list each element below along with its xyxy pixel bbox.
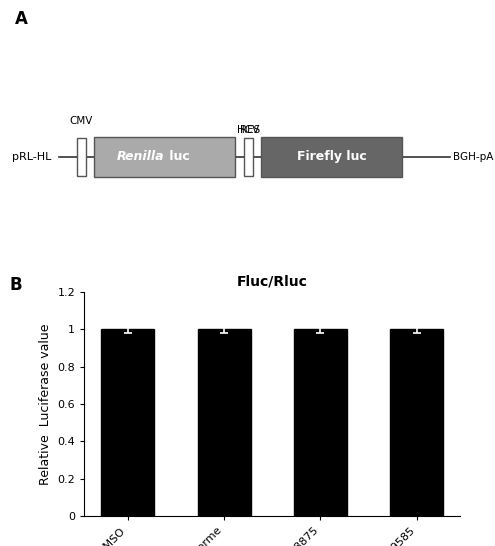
Bar: [244, 138, 253, 176]
Bar: [94, 136, 235, 177]
Bar: [77, 138, 86, 176]
Bar: [294, 329, 347, 516]
Y-axis label: Relative  Luciferase value: Relative Luciferase value: [39, 323, 52, 485]
Bar: [198, 329, 250, 516]
Text: HCV: HCV: [238, 125, 259, 135]
Text: luc: luc: [164, 151, 189, 163]
Text: pRL-HL: pRL-HL: [12, 152, 52, 162]
Bar: [101, 329, 154, 516]
Text: Firefly luc: Firefly luc: [297, 151, 367, 163]
Bar: [390, 329, 443, 516]
Text: Renilla: Renilla: [117, 151, 164, 163]
Bar: [261, 136, 402, 177]
Text: A: A: [15, 10, 28, 28]
Title: Fluc/Rluc: Fluc/Rluc: [237, 274, 308, 288]
Text: IRES: IRES: [237, 113, 260, 135]
Text: BGH-pA: BGH-pA: [453, 152, 494, 162]
Text: CMV: CMV: [69, 116, 93, 126]
Text: B: B: [10, 276, 23, 294]
